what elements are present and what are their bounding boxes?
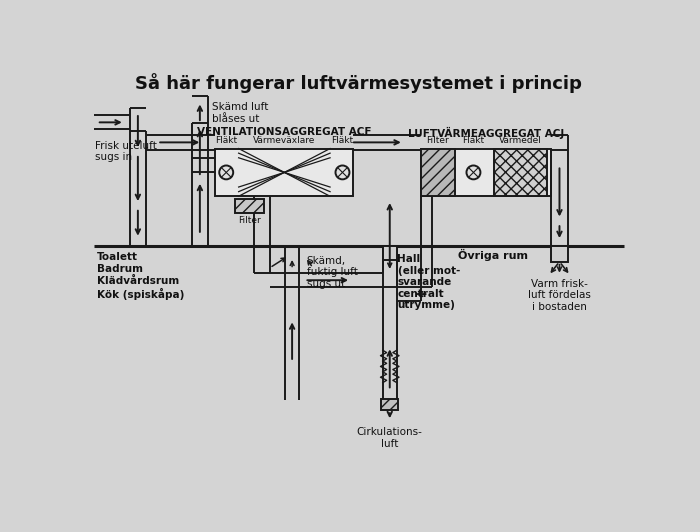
Bar [216,148,354,196]
Bar [421,148,455,196]
Bar [382,399,398,410]
Text: Skämd luft
blåses ut: Skämd luft blåses ut [211,102,268,124]
Text: VENTILATIONSAGGREGAT ACF: VENTILATIONSAGGREGAT ACF [197,127,372,137]
Text: Värmeväxlare: Värmeväxlare [253,136,316,145]
Text: Cirkulations-
luft: Cirkulations- luft [357,427,423,449]
Circle shape [335,165,349,179]
Circle shape [219,165,233,179]
Text: Hall
(eller mot-
svarande
centralt
utrymme): Hall (eller mot- svarande centralt utrym… [398,254,460,311]
Text: Filter: Filter [426,136,449,145]
Bar [494,148,547,196]
Circle shape [466,165,480,179]
Text: Frisk uteluft
sugs in: Frisk uteluft sugs in [95,141,157,162]
Text: Fläkt: Fläkt [463,136,484,145]
Text: Filter: Filter [238,217,261,225]
Bar [383,246,397,260]
Text: Skämd,
fuktig luft
sugs ut: Skämd, fuktig luft sugs ut [307,255,358,289]
Bar [551,246,568,262]
Bar [234,200,264,213]
Text: Värmedel: Värmedel [498,136,541,145]
Text: Toalett
Badrum
Klädvårdsrum
Kök (spiskåpa): Toalett Badrum Klädvårdsrum Kök (spiskåp… [97,253,184,300]
Text: LUFTVÄRMEAGGREGAT ACJ: LUFTVÄRMEAGGREGAT ACJ [407,127,564,139]
Bar [421,148,551,196]
Text: Fläkt: Fläkt [331,136,354,145]
Text: Övriga rum: Övriga rum [458,250,528,262]
Text: Så här fungerar luftvärmesystemet i princip: Så här fungerar luftvärmesystemet i prin… [135,73,582,93]
Text: Fläkt: Fläkt [215,136,237,145]
Text: Varm frisk-
luft fördelas
i bostaden: Varm frisk- luft fördelas i bostaden [528,279,591,312]
